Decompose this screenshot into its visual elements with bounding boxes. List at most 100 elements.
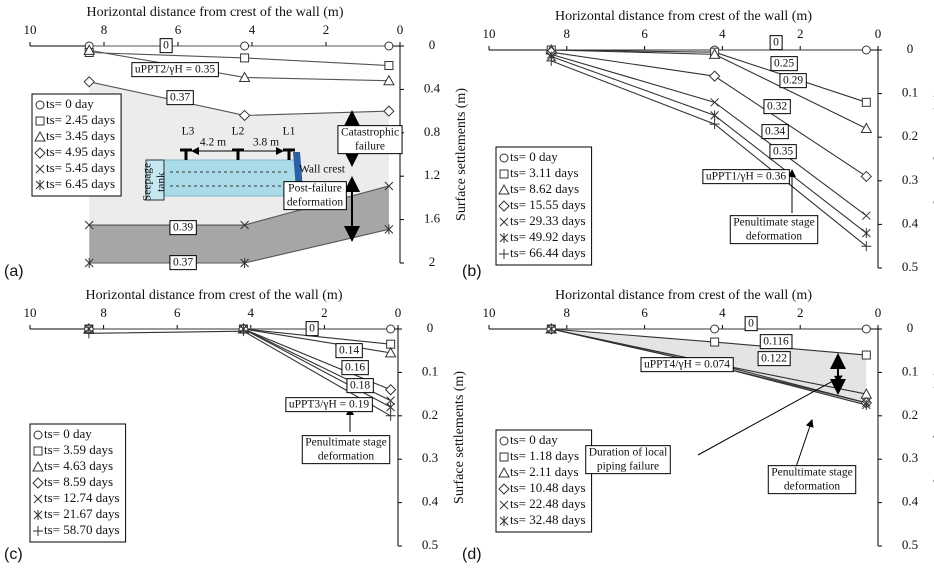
- y-tick-label: 0.5: [902, 259, 918, 274]
- annotation-box: [585, 445, 671, 475]
- annotation-text: 0.14: [339, 345, 359, 357]
- backfill: [147, 159, 297, 197]
- marker: [498, 466, 510, 478]
- series-line: [551, 53, 867, 217]
- marker: [498, 483, 510, 495]
- annotation: uPPT2/γH = 0.35: [131, 62, 219, 78]
- annotation-text: Penultimate stage: [733, 217, 814, 229]
- marker: [384, 346, 397, 358]
- annotation-text: 0.116: [763, 336, 789, 348]
- x-tick-label: 2: [797, 305, 804, 320]
- marker: [33, 494, 43, 504]
- x-axis-title: Horizontal distance from crest of the wa…: [87, 5, 344, 20]
- x-tick-label: 6: [175, 22, 182, 37]
- panel-label: (a): [4, 263, 24, 280]
- annotation-text: 0: [773, 37, 779, 49]
- y-tick-label: 0.4: [424, 80, 441, 95]
- y-tick-label: 0: [429, 37, 436, 52]
- panel-label: (c): [4, 546, 23, 563]
- annotation-text: 0.18: [350, 380, 370, 392]
- marker: [710, 110, 719, 121]
- marker: [710, 97, 719, 107]
- marker: [238, 326, 249, 337]
- marker: [499, 500, 509, 510]
- annotation: 0.29: [779, 73, 807, 89]
- annotation-text: uPPT4/γH = 0.074: [644, 359, 730, 371]
- y-tick-label: 0: [907, 41, 914, 56]
- annotation-box: [767, 465, 857, 495]
- annotation: Penultimate stage deformation: [301, 435, 391, 465]
- annotation-box: [769, 144, 797, 160]
- legend-label: ts= 4.95 days: [46, 144, 115, 159]
- panel-label: (b): [462, 263, 482, 280]
- legend-label: ts= 15.55 days: [510, 197, 586, 212]
- annotation-text: 3.8 m: [253, 137, 279, 149]
- marker: [33, 430, 43, 440]
- legend-label: ts= 66.44 days: [510, 245, 586, 260]
- y-tick-label: 1.2: [424, 167, 440, 182]
- marker: [240, 258, 249, 268]
- panel-label: (d): [462, 546, 482, 563]
- marker: [386, 402, 395, 413]
- x-tick-label: 10: [483, 26, 496, 41]
- annotation: 0: [769, 35, 783, 51]
- x-tick-label: 0: [875, 26, 882, 41]
- marker: [709, 119, 720, 130]
- x-tick-label: 0: [875, 305, 882, 320]
- annotation: 0: [744, 316, 758, 332]
- legend-label: ts= 5.45 days: [46, 160, 115, 175]
- y-axis-title: Surface settlements (m): [932, 92, 934, 225]
- marker: [546, 324, 556, 334]
- annotation-text: Duration of local: [589, 447, 668, 459]
- marker: [35, 164, 45, 174]
- annotation: 0.32: [763, 99, 791, 115]
- annotation: Catastrophic failure: [337, 125, 403, 155]
- y-tick-label: 0.2: [902, 128, 918, 143]
- annotation: Seepage tank: [142, 163, 168, 201]
- x-tick-label: 6: [641, 305, 648, 320]
- legend-box: [31, 93, 122, 197]
- marker: [861, 228, 871, 239]
- annotation: 0.25: [770, 56, 798, 72]
- marker: [499, 452, 509, 462]
- marker: [384, 41, 394, 51]
- annotation: 0.39: [169, 220, 197, 236]
- marker: [384, 61, 394, 71]
- marker: [383, 105, 395, 117]
- arrow: [697, 375, 843, 456]
- x-axis-title: Horizontal distance from crest of the wa…: [555, 288, 812, 303]
- marker: [499, 217, 509, 227]
- annotation: uPPT4/γH = 0.074: [640, 357, 734, 373]
- x-tick-label: 0: [395, 305, 402, 320]
- legend-label: ts= 2.45 days: [46, 112, 115, 127]
- annotation: 0.37: [169, 255, 197, 271]
- marker: [861, 241, 872, 252]
- annotation: 3.8 m: [253, 137, 279, 149]
- marker: [83, 76, 95, 88]
- annotation-text: 0.32: [767, 101, 787, 113]
- annotation: uPPT3/γH = 0.19: [285, 397, 373, 413]
- annotation: 0.122: [757, 351, 791, 367]
- annotation: 0.18: [346, 378, 374, 394]
- annotation: uPPT1/γH = 0.36: [702, 169, 790, 185]
- annotation: 0.116: [759, 334, 793, 350]
- marker: [84, 220, 94, 230]
- marker: [546, 55, 557, 66]
- y-tick-label: 2: [429, 254, 436, 269]
- annotation-box: [729, 215, 819, 245]
- y-axis-title: Surface settlements (m): [454, 88, 469, 221]
- marker: [33, 510, 43, 520]
- annotation-box: [757, 351, 791, 367]
- marker: [861, 211, 871, 221]
- annotation: L2: [232, 126, 245, 138]
- legend-label: ts= 8.62 days: [510, 181, 579, 196]
- panel: 10 8 6 4 2 0 0 0.4 0.8 1.2 1.6 2 Horizontal distance…: [4, 5, 469, 280]
- marker: [499, 516, 509, 526]
- annotation-box: [337, 125, 403, 155]
- marker: [861, 97, 871, 107]
- y-tick-label: 0.3: [902, 450, 918, 465]
- model-diagram: [145, 150, 304, 202]
- annotation-text: Penultimate stage: [305, 437, 386, 449]
